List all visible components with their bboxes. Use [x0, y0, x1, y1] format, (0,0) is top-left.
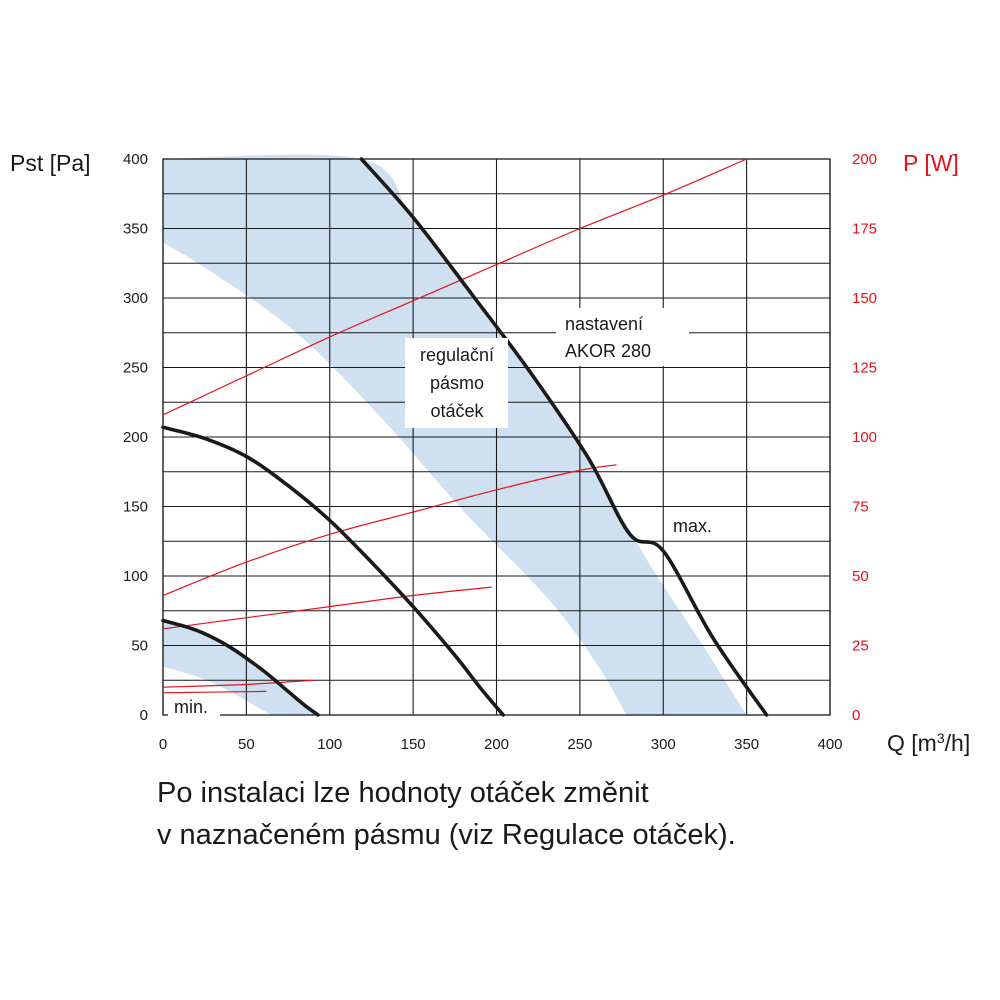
y-right-tick-label: 100	[852, 429, 877, 446]
power-curve-5	[162, 690, 267, 694]
caption-line-1: Po instalaci lze hodnoty otáček změnit	[157, 777, 649, 809]
x-axis-title: Q [m3/h]	[887, 730, 970, 756]
band-label-line-1: regulační	[420, 345, 494, 365]
pressure-curve-2	[161, 425, 505, 717]
y-left-tick-label: 300	[123, 290, 148, 307]
max-annotation: max.	[665, 512, 727, 540]
y-left-tick-label: 350	[123, 221, 148, 238]
power-curves	[162, 158, 747, 694]
y-left-tick-label: 100	[123, 568, 148, 585]
x-tick-label: 250	[567, 736, 592, 753]
setting-annotation: nastavení AKOR 280	[556, 308, 689, 366]
y-right-tick-label: 50	[852, 568, 869, 585]
y-left-axis-title: Pst [Pa]	[10, 150, 91, 176]
y-right-tick-label: 0	[852, 707, 860, 724]
y-left-tick-label: 150	[123, 499, 148, 516]
y-right-tick-label: 125	[852, 360, 877, 377]
x-tick-label: 150	[401, 736, 426, 753]
band-main-area	[163, 154, 747, 715]
power-curve-1	[162, 158, 747, 416]
pressure-curves	[161, 157, 769, 717]
power-curve-2	[162, 464, 617, 597]
y-right-tick-label: 75	[852, 499, 869, 516]
y-right-axis-title: P [W]	[903, 150, 959, 176]
setting-annotation-line-1: nastavení	[565, 314, 643, 334]
x-tick-label: 0	[159, 736, 167, 753]
band-label: regulační pásmo otáček	[405, 338, 508, 428]
y-right-tick-label: 175	[852, 221, 877, 238]
x-axis-exponent: 3	[937, 730, 945, 746]
y-right-tick-label: 25	[852, 638, 869, 655]
y-left-tick-label: 0	[140, 707, 148, 724]
x-tick-label: 350	[734, 736, 759, 753]
band-label-line-2: pásmo	[430, 373, 484, 393]
y-left-tick-label: 250	[123, 360, 148, 377]
chart-caption: Po instalaci lze hodnoty otáček změnit v…	[157, 772, 977, 856]
caption-line-2: v naznačeném pásmu (viz Regulace otáček)…	[157, 819, 736, 851]
pressure-curve-3	[161, 618, 320, 717]
pressure-curve-1	[359, 157, 769, 717]
y-left-tick-label: 400	[123, 151, 148, 168]
setting-annotation-line-2: AKOR 280	[565, 341, 651, 361]
y-right-tick-label: 200	[852, 151, 877, 168]
band-min-area	[163, 620, 319, 715]
x-tick-label: 50	[238, 736, 255, 753]
y-left-tick-label: 200	[123, 429, 148, 446]
max-label: max.	[673, 516, 712, 536]
y-left-tick-label: 50	[131, 638, 148, 655]
axis-ticks: 0 50 100 150 200 250 300 350 4000501001502002503…	[123, 151, 877, 753]
plot-frame	[162, 158, 831, 716]
min-annotation: min.	[168, 694, 220, 718]
fan-performance-chart: 0 50 100 150 200 250 300 350 4000501001502002503…	[10, 150, 970, 756]
power-curve-3	[162, 586, 492, 630]
speed-control-band	[163, 154, 747, 715]
x-tick-label: 400	[817, 736, 842, 753]
band-label-line-3: otáček	[430, 401, 484, 421]
x-tick-label: 200	[484, 736, 509, 753]
x-tick-label: 300	[651, 736, 676, 753]
power-curve-4	[162, 679, 314, 688]
y-right-tick-label: 150	[852, 290, 877, 307]
min-label: min.	[174, 697, 208, 717]
x-tick-label: 100	[317, 736, 342, 753]
